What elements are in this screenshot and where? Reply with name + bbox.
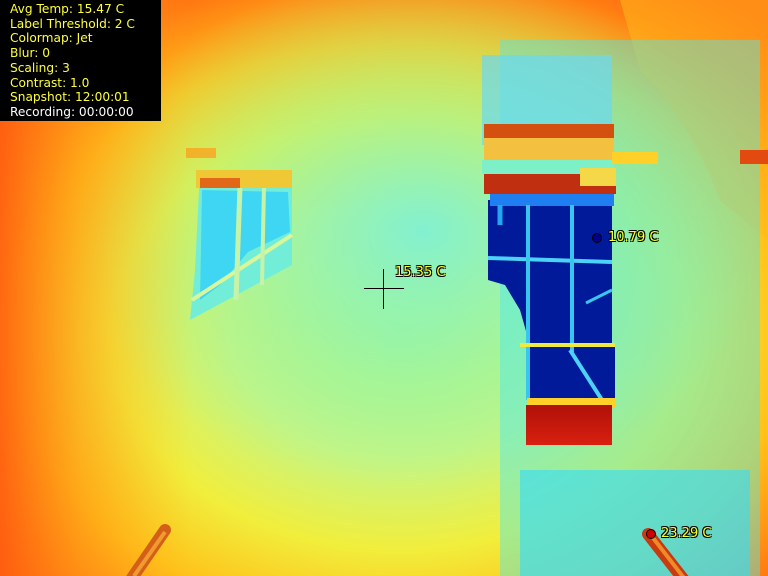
avg-temp-text: Avg Temp: 15.47 C: [10, 2, 125, 16]
center-crosshair-icon: [364, 269, 404, 309]
cold-spot-temp-label: 10.79 C: [608, 230, 659, 245]
hot-spot-temp-label: 23.29 C: [661, 526, 712, 541]
scaling-text: Scaling: 3: [10, 60, 70, 75]
contrast-text: Contrast: 1.0: [10, 75, 90, 90]
snapshot-text: Snapshot: 12:00:01: [10, 90, 130, 105]
blur-text: Blur: 0: [10, 46, 51, 61]
info-overlay: Avg Temp: 15.47 C Label Threshold: 2 C C…: [0, 0, 161, 121]
recording-text: Recording: 00:00:00: [10, 104, 134, 119]
colormap-text: Colormap: Jet: [10, 31, 93, 46]
center-temp-label: 15.35 C: [395, 265, 446, 280]
label-threshold-text: Label Threshold: 2 C: [10, 16, 135, 31]
hot-spot-marker-icon: [646, 529, 656, 539]
cold-spot-marker-icon: [592, 233, 602, 243]
